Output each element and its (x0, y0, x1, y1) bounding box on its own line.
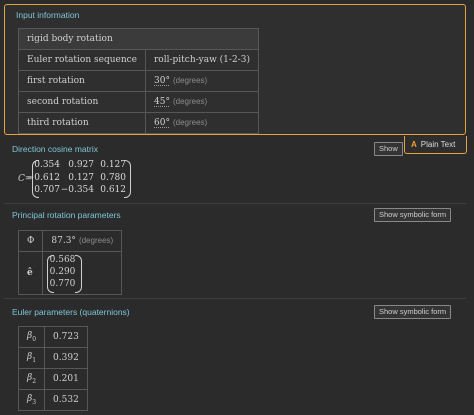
show-symbolic-form-button[interactable]: Show symbolic form (374, 305, 452, 319)
table-row: ê 0.568 0.290 0.770 (17, 251, 123, 295)
right-paren (75, 255, 83, 293)
euler-title: Euler parameters (quaternions) (12, 307, 130, 317)
row-label: Euler rotation sequence (18, 49, 146, 71)
divider (4, 298, 466, 299)
input-pod-title: Input information (16, 10, 80, 20)
unit-label: (degrees) (172, 76, 208, 85)
second-rotation-value[interactable]: 45° (154, 97, 170, 107)
show-button[interactable]: Show (374, 142, 403, 156)
table-row: Φ 87.3° (degrees) (17, 230, 123, 252)
phi-symbol: Φ (17, 230, 44, 252)
row-label: first rotation (18, 70, 146, 92)
table-row: β2 0.201 (17, 368, 88, 390)
matrix-cell: 0.354 (34, 160, 60, 170)
euler-table: β0 0.723 β1 0.392 β2 0.201 β3 0.532 (17, 326, 88, 411)
row-label: third rotation (18, 112, 146, 134)
matrix-cell: −0.612 (26, 173, 60, 183)
e-vector-cell: 0.568 0.290 0.770 (42, 251, 123, 295)
row-label: second rotation (18, 91, 146, 113)
input-table: rigid body rotation Euler rotation seque… (18, 28, 259, 134)
third-rotation-value[interactable]: 60° (154, 118, 170, 128)
plain-text-popup[interactable]: A Plain Text (404, 136, 467, 154)
vector-cell: 0.568 (49, 255, 76, 265)
beta-symbol: β1 (17, 347, 46, 369)
beta-value: 0.532 (44, 389, 88, 411)
table-row: third rotation 60° (degrees) (18, 112, 259, 134)
unit-label: (degrees) (172, 97, 208, 106)
phi-value: 87.3° (51, 236, 76, 246)
plain-text-label: Plain Text (420, 140, 456, 149)
principal-table: Φ 87.3° (degrees) ê 0.568 0.290 0.770 (17, 230, 123, 295)
input-information-pod: Input information rigid body rotation Eu… (4, 4, 466, 135)
matrix-cell: 0.127 (100, 160, 126, 170)
unit-label: (degrees) (172, 118, 208, 127)
table-row: β1 0.392 (17, 347, 88, 369)
unit-label: (degrees) (78, 236, 114, 245)
matrix-cell: 0.927 (68, 160, 94, 170)
first-rotation-value[interactable]: 30° (154, 76, 170, 86)
divider (4, 203, 466, 204)
matrix-cell: 0.707 (34, 185, 60, 195)
table-row: first rotation 30° (degrees) (18, 70, 259, 92)
table-row: second rotation 45° (degrees) (18, 91, 259, 113)
table-row: β3 0.532 (17, 389, 88, 411)
dcm-title: Direction cosine matrix (12, 144, 98, 154)
table-row: Euler rotation sequence roll-pitch-yaw (… (18, 49, 259, 71)
matrix-cell: −0.354 (60, 185, 94, 195)
left-paren (47, 255, 55, 293)
beta-value: 0.201 (44, 368, 88, 390)
vector-cell: 0.770 (49, 279, 76, 289)
e-symbol: ê (17, 251, 44, 295)
euler-sequence-value[interactable]: roll-pitch-yaw (1-2-3) (145, 49, 259, 71)
beta-value: 0.392 (44, 347, 88, 369)
plain-text-icon: A (411, 140, 417, 149)
left-paren (32, 160, 39, 198)
matrix-cell: 0.612 (100, 185, 126, 195)
beta-value: 0.723 (44, 326, 88, 348)
principal-title: Principal rotation parameters (12, 210, 121, 220)
matrix-cell: 0.127 (68, 173, 94, 183)
table-row: β0 0.723 (17, 326, 88, 348)
show-symbolic-form-button[interactable]: Show symbolic form (374, 208, 452, 222)
matrix-cell: 0.780 (100, 173, 126, 183)
dcm-symbol: C= (18, 174, 33, 184)
beta-symbol: β0 (17, 326, 46, 348)
beta-symbol: β2 (17, 368, 46, 390)
vector-cell: 0.290 (49, 267, 76, 277)
input-table-header: rigid body rotation (18, 28, 259, 50)
beta-symbol: β3 (17, 389, 46, 411)
